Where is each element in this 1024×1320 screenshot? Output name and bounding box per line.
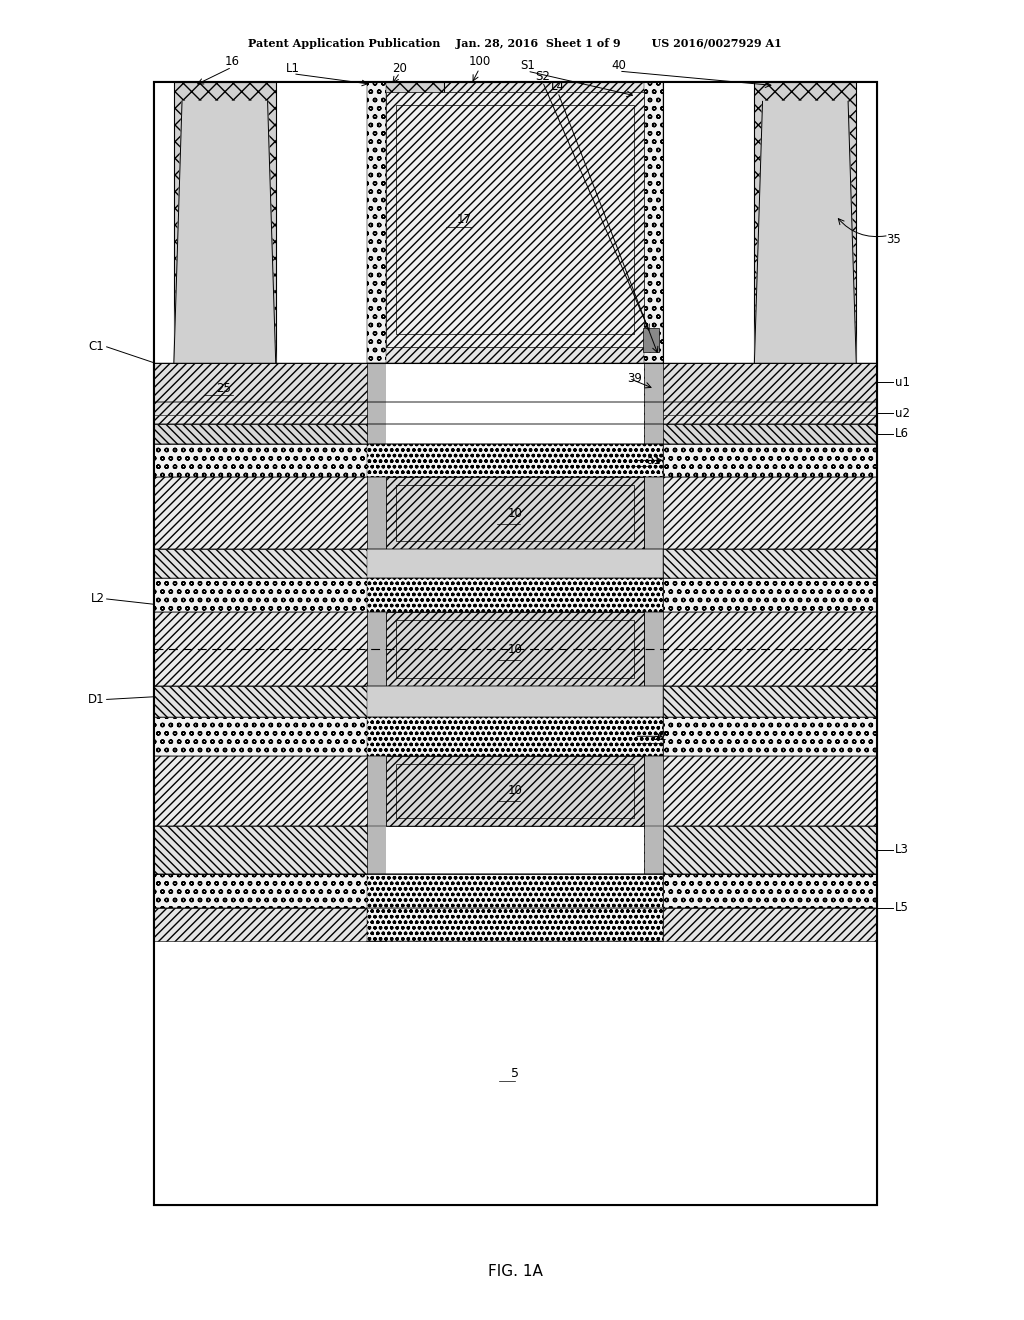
Bar: [154, 478, 877, 549]
Text: a1: a1: [646, 454, 662, 467]
Text: 10: 10: [508, 784, 522, 797]
Bar: [154, 82, 877, 1205]
Text: 100: 100: [468, 55, 490, 69]
Text: 40: 40: [611, 59, 627, 73]
Bar: [154, 549, 877, 578]
Text: FIG. 1A: FIG. 1A: [487, 1263, 543, 1279]
Bar: [368, 363, 386, 941]
Bar: [386, 612, 644, 686]
Bar: [154, 363, 877, 403]
Bar: [386, 92, 644, 347]
Bar: [154, 908, 877, 941]
Bar: [154, 756, 877, 825]
Text: 10: 10: [508, 507, 522, 520]
Bar: [368, 874, 663, 908]
Bar: [154, 874, 877, 908]
Bar: [154, 363, 877, 403]
Text: 39: 39: [627, 372, 642, 385]
Text: L2: L2: [90, 593, 104, 606]
Text: 25: 25: [216, 383, 231, 396]
Text: C1: C1: [89, 341, 104, 354]
Bar: [368, 717, 663, 756]
Text: L1: L1: [286, 62, 300, 75]
Text: 10: 10: [508, 643, 522, 656]
Bar: [154, 425, 877, 444]
Bar: [396, 764, 634, 818]
Bar: [368, 82, 386, 363]
Text: L3: L3: [895, 843, 909, 857]
Bar: [396, 486, 634, 541]
Bar: [368, 549, 663, 578]
Bar: [154, 825, 877, 874]
Bar: [154, 686, 877, 717]
Bar: [154, 403, 877, 425]
Text: 20: 20: [392, 62, 408, 75]
Bar: [154, 425, 877, 444]
Bar: [154, 874, 877, 908]
Bar: [643, 329, 658, 352]
Text: L5: L5: [895, 902, 909, 915]
Bar: [755, 82, 856, 363]
Bar: [174, 82, 275, 363]
Text: S2: S2: [536, 70, 550, 83]
Text: a2: a2: [652, 730, 668, 743]
Bar: [154, 82, 877, 363]
Text: D1: D1: [88, 693, 104, 706]
Bar: [154, 825, 877, 874]
Polygon shape: [755, 102, 856, 363]
Bar: [154, 612, 877, 686]
Text: Patent Application Publication    Jan. 28, 2016  Sheet 1 of 9        US 2016/002: Patent Application Publication Jan. 28, …: [248, 38, 782, 49]
Bar: [368, 578, 663, 612]
Bar: [644, 82, 663, 363]
Text: 35: 35: [887, 232, 901, 246]
Bar: [396, 620, 634, 678]
Bar: [644, 363, 663, 941]
Text: u1: u1: [895, 376, 910, 389]
Bar: [154, 578, 877, 612]
Text: S1: S1: [520, 59, 535, 73]
Bar: [154, 686, 877, 717]
Text: 17: 17: [457, 213, 472, 226]
Bar: [368, 82, 663, 363]
Bar: [154, 363, 368, 416]
Bar: [154, 578, 877, 612]
Text: u2: u2: [895, 407, 910, 420]
Bar: [396, 106, 634, 334]
Bar: [154, 444, 877, 478]
Bar: [368, 686, 663, 717]
Text: 16: 16: [224, 55, 240, 69]
Text: 5: 5: [511, 1067, 519, 1080]
Bar: [386, 363, 644, 941]
Text: L4: L4: [551, 81, 565, 94]
Text: L6: L6: [895, 428, 909, 441]
Bar: [154, 941, 877, 1205]
Bar: [154, 82, 877, 1205]
Bar: [663, 363, 877, 416]
Polygon shape: [174, 102, 275, 363]
Bar: [368, 908, 663, 941]
Bar: [154, 403, 877, 425]
Bar: [368, 444, 663, 478]
Bar: [376, 82, 443, 330]
Bar: [154, 717, 877, 756]
Bar: [386, 756, 644, 825]
Bar: [154, 908, 877, 941]
Bar: [154, 549, 877, 578]
Bar: [386, 478, 644, 549]
